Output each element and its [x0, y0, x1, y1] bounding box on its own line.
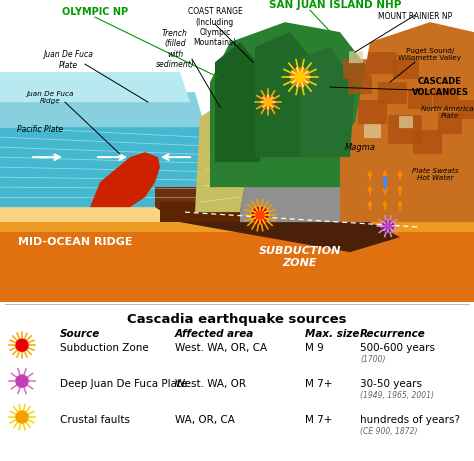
Text: West. WA, OR: West. WA, OR [175, 379, 246, 389]
Text: (1700): (1700) [360, 355, 385, 364]
FancyBboxPatch shape [438, 112, 462, 134]
Polygon shape [240, 112, 370, 222]
Text: Cascadia earthquake sources: Cascadia earthquake sources [127, 313, 347, 326]
FancyBboxPatch shape [378, 82, 407, 104]
Polygon shape [155, 187, 474, 207]
FancyBboxPatch shape [364, 124, 381, 138]
FancyBboxPatch shape [358, 100, 387, 124]
Circle shape [383, 221, 393, 231]
Text: Affected area: Affected area [175, 329, 254, 339]
Circle shape [16, 375, 28, 387]
Text: WA, OR, CA: WA, OR, CA [175, 415, 235, 425]
Text: SAN JUAN ISLAND NHP: SAN JUAN ISLAND NHP [269, 0, 401, 10]
Text: MID-OCEAN RIDGE: MID-OCEAN RIDGE [18, 237, 132, 247]
Text: Source: Source [60, 329, 100, 339]
Text: Magma: Magma [345, 142, 375, 152]
Polygon shape [160, 202, 474, 222]
Polygon shape [195, 107, 255, 212]
FancyBboxPatch shape [393, 59, 419, 79]
Text: Max. size: Max. size [305, 329, 359, 339]
Polygon shape [0, 117, 220, 207]
Circle shape [264, 99, 272, 106]
FancyBboxPatch shape [388, 115, 422, 144]
FancyBboxPatch shape [458, 100, 474, 119]
Polygon shape [0, 92, 205, 127]
Text: Subduction Zone: Subduction Zone [60, 343, 149, 353]
Text: MOUNT RAINIER NP: MOUNT RAINIER NP [378, 12, 452, 21]
Text: Puget Sound/
Willamette Valley: Puget Sound/ Willamette Valley [399, 47, 462, 61]
Circle shape [16, 339, 28, 351]
Text: Trench
(filled
with
sediment): Trench (filled with sediment) [155, 29, 194, 69]
Text: (1949, 1965, 2001): (1949, 1965, 2001) [360, 391, 434, 400]
FancyBboxPatch shape [408, 89, 432, 109]
Circle shape [262, 96, 274, 108]
Circle shape [256, 211, 264, 219]
Polygon shape [255, 32, 318, 157]
Circle shape [295, 72, 305, 82]
Text: Recurrence: Recurrence [360, 329, 426, 339]
Polygon shape [210, 22, 375, 187]
Text: OLYMPIC NP: OLYMPIC NP [62, 7, 128, 17]
Polygon shape [0, 72, 190, 102]
Text: 500-600 years: 500-600 years [360, 343, 435, 353]
Polygon shape [0, 202, 474, 232]
Text: Pacific Plate: Pacific Plate [17, 124, 63, 134]
Text: CASCADE
VOLCANOES: CASCADE VOLCANOES [411, 77, 468, 97]
Polygon shape [215, 42, 265, 162]
Text: hundreds of years?: hundreds of years? [360, 415, 460, 425]
Text: 30-50 years: 30-50 years [360, 379, 422, 389]
Text: COAST RANGE
(Including
Olympic
Mountains): COAST RANGE (Including Olympic Mountains… [188, 7, 242, 47]
FancyBboxPatch shape [433, 88, 459, 109]
Text: (CE 900, 1872): (CE 900, 1872) [360, 427, 418, 436]
Text: SUBDUCTION
ZONE: SUBDUCTION ZONE [259, 246, 341, 268]
Text: North American
Plate: North American Plate [421, 106, 474, 118]
Polygon shape [155, 207, 400, 252]
Text: Deep Juan De Fuca Plate: Deep Juan De Fuca Plate [60, 379, 188, 389]
FancyBboxPatch shape [343, 59, 369, 79]
Text: Plate Sweats
Hot Water: Plate Sweats Hot Water [412, 168, 458, 181]
Text: West. WA, OR, CA: West. WA, OR, CA [175, 343, 267, 353]
Circle shape [291, 68, 309, 86]
Circle shape [16, 411, 28, 423]
Text: M 9: M 9 [305, 343, 324, 353]
Text: M 7+: M 7+ [305, 379, 332, 389]
FancyBboxPatch shape [368, 52, 397, 74]
Polygon shape [300, 47, 355, 157]
Polygon shape [90, 152, 160, 207]
Text: M 7+: M 7+ [305, 415, 332, 425]
FancyBboxPatch shape [399, 116, 413, 128]
Text: Juan De Fuca
Plate: Juan De Fuca Plate [43, 50, 93, 70]
FancyBboxPatch shape [348, 75, 372, 94]
FancyBboxPatch shape [349, 51, 363, 63]
Polygon shape [340, 22, 474, 222]
Circle shape [385, 223, 391, 229]
Text: Juan De Fuca
Ridge: Juan De Fuca Ridge [26, 91, 74, 104]
FancyBboxPatch shape [413, 130, 442, 154]
Circle shape [252, 207, 268, 223]
Polygon shape [0, 222, 474, 302]
Text: Crustal faults: Crustal faults [60, 415, 130, 425]
